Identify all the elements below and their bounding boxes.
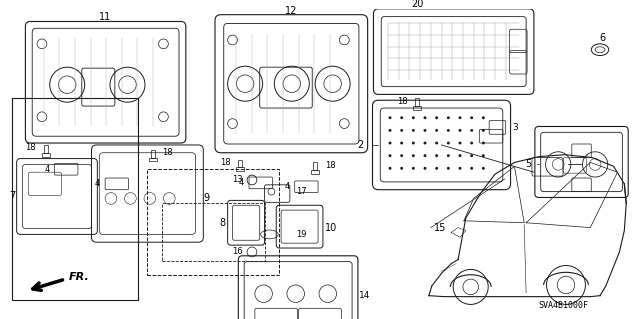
Circle shape (458, 154, 461, 157)
Text: 4: 4 (95, 179, 100, 188)
Circle shape (435, 129, 438, 132)
Text: 11: 11 (99, 11, 111, 22)
Text: 4: 4 (285, 182, 290, 191)
Circle shape (482, 154, 484, 157)
Text: 18: 18 (220, 158, 230, 167)
Bar (161, 203, 264, 261)
Bar (238, 160, 242, 167)
Text: 6: 6 (599, 33, 605, 43)
Text: 7: 7 (10, 191, 16, 202)
Circle shape (400, 167, 403, 170)
Text: 18: 18 (325, 161, 335, 170)
Bar (149, 158, 157, 161)
Bar (44, 145, 48, 153)
Circle shape (388, 142, 392, 145)
Circle shape (458, 142, 461, 145)
Text: FR.: FR. (69, 272, 90, 282)
Circle shape (424, 116, 426, 119)
Bar (415, 98, 419, 106)
Text: 9: 9 (204, 193, 209, 204)
Circle shape (458, 129, 461, 132)
Text: 12: 12 (285, 6, 297, 16)
Circle shape (435, 154, 438, 157)
Text: 18: 18 (163, 148, 173, 157)
Circle shape (400, 142, 403, 145)
Circle shape (388, 129, 392, 132)
Circle shape (435, 116, 438, 119)
Circle shape (470, 129, 473, 132)
Circle shape (470, 154, 473, 157)
Circle shape (424, 142, 426, 145)
Circle shape (412, 167, 415, 170)
Circle shape (470, 116, 473, 119)
Circle shape (424, 154, 426, 157)
Circle shape (412, 142, 415, 145)
Circle shape (470, 167, 473, 170)
Circle shape (400, 129, 403, 132)
Text: 10: 10 (325, 223, 337, 233)
Bar (151, 150, 155, 158)
Circle shape (412, 154, 415, 157)
Circle shape (424, 129, 426, 132)
Text: 2: 2 (358, 140, 364, 150)
Text: 20: 20 (411, 0, 424, 9)
Bar (42, 153, 50, 157)
Circle shape (400, 154, 403, 157)
Text: 13: 13 (232, 175, 242, 184)
Circle shape (482, 116, 484, 119)
Bar (311, 170, 319, 174)
Bar (236, 167, 244, 171)
Circle shape (400, 116, 403, 119)
Circle shape (435, 167, 438, 170)
Bar (147, 169, 279, 275)
Circle shape (458, 167, 461, 170)
Circle shape (482, 167, 484, 170)
Text: 19: 19 (296, 230, 306, 239)
Circle shape (388, 154, 392, 157)
Circle shape (447, 142, 450, 145)
Circle shape (447, 154, 450, 157)
Bar (313, 162, 317, 170)
Text: 15: 15 (434, 223, 446, 233)
Circle shape (482, 129, 484, 132)
Circle shape (447, 116, 450, 119)
Text: 8: 8 (220, 218, 226, 228)
Circle shape (412, 129, 415, 132)
Text: 4: 4 (239, 178, 244, 187)
Text: 4: 4 (44, 165, 50, 174)
Circle shape (482, 142, 484, 145)
Circle shape (470, 142, 473, 145)
Text: 18: 18 (397, 97, 408, 106)
Text: 14: 14 (359, 291, 371, 300)
Circle shape (424, 167, 426, 170)
Circle shape (412, 116, 415, 119)
Text: 16: 16 (232, 248, 242, 256)
Text: 17: 17 (296, 187, 307, 196)
Circle shape (435, 142, 438, 145)
Circle shape (447, 129, 450, 132)
Bar (12, 98, 138, 300)
Text: SVA4B1000F: SVA4B1000F (538, 301, 588, 310)
Circle shape (458, 116, 461, 119)
Text: 3: 3 (513, 123, 518, 132)
Circle shape (447, 167, 450, 170)
Text: 18: 18 (26, 143, 36, 152)
Circle shape (388, 116, 392, 119)
Circle shape (388, 167, 392, 170)
Text: 5: 5 (525, 160, 531, 169)
Bar (413, 106, 421, 110)
